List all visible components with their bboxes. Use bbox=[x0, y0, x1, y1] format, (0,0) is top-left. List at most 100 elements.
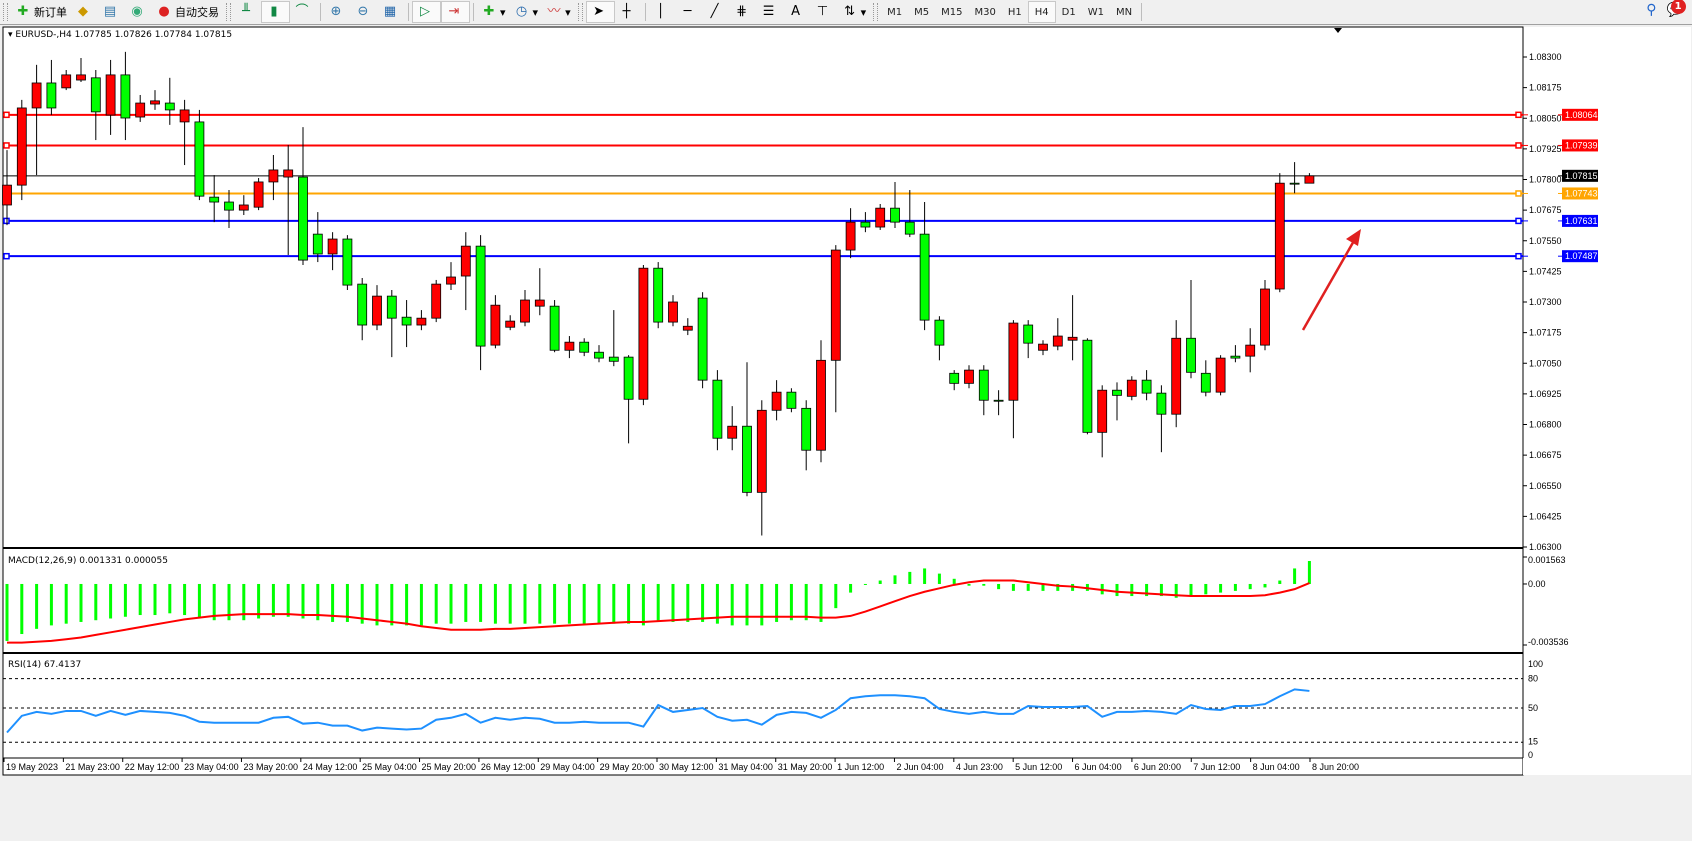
bar-chart-button[interactable]: ╨ bbox=[234, 1, 261, 23]
macd-histogram-bar bbox=[434, 583, 438, 624]
macd-histogram-bar bbox=[345, 583, 349, 622]
new-chart-button[interactable]: ✚ ▾ bbox=[477, 1, 510, 23]
timeframe-m30[interactable]: M30 bbox=[974, 6, 996, 18]
horizontal-level-line[interactable]: 1.07487 bbox=[3, 250, 1598, 263]
candle bbox=[327, 232, 338, 271]
timeframe-m5[interactable]: M5 bbox=[914, 6, 930, 18]
toolbar: ✚ 新订单 ◆ ▤ ◉ ● 自动交易 ╨ ▮ ⌒ ⊕ ⊖ ▦ ▷ ⇥ ✚ ▾ ◷ ▾ 〰… bbox=[0, 0, 1692, 25]
macd-histogram-bar bbox=[5, 583, 9, 641]
candle bbox=[830, 245, 841, 413]
macd-histogram-bar bbox=[242, 583, 246, 621]
candle bbox=[742, 362, 752, 497]
text-button[interactable]: A bbox=[784, 1, 811, 23]
auto-trading-button[interactable]: ● 自动交易 bbox=[152, 1, 223, 23]
fibonacci-retracement-icon: ☰ bbox=[762, 4, 775, 19]
time-axis-label: 8 Jun 20:00 bbox=[1312, 762, 1359, 772]
macd-histogram-bar bbox=[656, 583, 660, 622]
price-axis-label: 1.06800 bbox=[1529, 420, 1562, 430]
macd-histogram-bar bbox=[538, 583, 542, 624]
arrows-button[interactable]: ⇅ ▾ bbox=[838, 1, 871, 23]
horizontal-level-line[interactable]: 1.07631 bbox=[3, 214, 1598, 227]
line-chart-button[interactable]: ⌒ bbox=[290, 1, 317, 23]
macd-histogram-bar bbox=[760, 583, 764, 626]
auto-trading-icon: ● bbox=[158, 4, 170, 19]
macd-histogram-bar bbox=[745, 583, 749, 626]
horizontal-line-button[interactable]: ─ bbox=[676, 1, 703, 23]
periods-button[interactable]: ◷ ▾ bbox=[510, 1, 543, 23]
timeframe-mn[interactable]: MN bbox=[1115, 6, 1133, 18]
macd-histogram-bar bbox=[1278, 580, 1282, 584]
history-center-button[interactable]: ◆ bbox=[71, 1, 98, 23]
macd-histogram-bar bbox=[20, 583, 24, 635]
candle bbox=[949, 370, 960, 391]
macd-histogram-bar bbox=[375, 583, 379, 626]
text-label-button[interactable]: ⊤ bbox=[811, 1, 838, 23]
time-axis: 19 May 2023 21 May 23:00 22 May 12:00 23 Ma… bbox=[3, 758, 1359, 772]
candle bbox=[1215, 355, 1226, 396]
candle bbox=[875, 204, 886, 230]
indicators-button[interactable]: 〰 ▾ bbox=[547, 4, 571, 19]
autoscroll-button[interactable]: ▷ bbox=[412, 1, 441, 23]
trend-arrow[interactable] bbox=[1301, 229, 1361, 331]
candle bbox=[283, 144, 294, 255]
crosshair-button[interactable]: ┼ bbox=[615, 1, 642, 23]
chart-shift-marker[interactable] bbox=[1334, 28, 1342, 33]
trendline-button[interactable]: ╱ bbox=[703, 1, 730, 23]
horizontal-level-line[interactable]: 1.07939 bbox=[3, 139, 1598, 152]
candle bbox=[1186, 279, 1196, 379]
rsi-axis-label: 80 bbox=[1528, 674, 1538, 684]
candle bbox=[934, 316, 945, 361]
fibonacci-retracement-button[interactable]: ☰ bbox=[757, 1, 784, 23]
level-price-tag bbox=[1562, 214, 1598, 227]
chart-window[interactable]: 1.08300 1.08175 1.08050 1.07925 1.07800 1.076… bbox=[0, 26, 1692, 841]
clock-icon: ◷ bbox=[515, 4, 528, 19]
tile-windows-button[interactable]: ▦ bbox=[378, 1, 405, 23]
macd-histogram-bar bbox=[168, 583, 172, 614]
time-axis-label: 26 May 12:00 bbox=[481, 762, 536, 772]
zoom-out-button[interactable]: ⊖ bbox=[351, 1, 378, 23]
new-order-button[interactable]: ✚ 新订单 bbox=[11, 1, 71, 23]
timeframe-m1[interactable]: M1 bbox=[887, 6, 903, 18]
macd-axis-label: -0.003536 bbox=[1528, 637, 1569, 647]
time-axis-label: 30 May 12:00 bbox=[659, 762, 714, 772]
macd-histogram-bar bbox=[109, 583, 113, 619]
cursor-button[interactable]: ➤ bbox=[585, 1, 615, 23]
timeframe-d1[interactable]: D1 bbox=[1061, 6, 1076, 18]
rsi-axis-label: 100 bbox=[1528, 659, 1543, 669]
signals-button[interactable]: ◉ bbox=[125, 1, 152, 23]
macd-histogram-bar bbox=[1130, 583, 1134, 597]
rsi-line bbox=[6, 688, 1310, 734]
zoom-in-button[interactable]: ⊕ bbox=[324, 1, 351, 23]
zoom-in-icon: ⊕ bbox=[330, 4, 342, 19]
candlestick-button[interactable]: ▮ bbox=[261, 1, 290, 23]
macd-histogram-bar bbox=[153, 583, 157, 616]
macd-histogram-bar bbox=[627, 583, 631, 624]
timeframe-m15[interactable]: M15 bbox=[941, 6, 963, 18]
time-axis-label: 8 Jun 04:00 bbox=[1253, 762, 1300, 772]
macd-histogram-bar bbox=[523, 583, 527, 624]
macd-histogram-bar bbox=[730, 583, 734, 626]
candle bbox=[505, 315, 516, 331]
text-icon: A bbox=[791, 4, 801, 19]
price-axis-label: 1.08300 bbox=[1529, 52, 1562, 62]
timeframe-h1[interactable]: H1 bbox=[1007, 6, 1022, 18]
macd-histogram-bar bbox=[35, 583, 39, 629]
rsi-axis-label: 0 bbox=[1528, 750, 1533, 760]
horizontal-level-line[interactable]: 1.08064 bbox=[3, 108, 1598, 121]
chart-area[interactable] bbox=[2, 26, 1524, 776]
macd-histogram-bar bbox=[952, 578, 956, 584]
search-icon[interactable]: ⚲ bbox=[1646, 2, 1657, 18]
time-axis-label: 4 Jun 23:00 bbox=[956, 762, 1003, 772]
candle bbox=[1171, 320, 1182, 428]
timeframe-h4[interactable]: H4 bbox=[1027, 1, 1056, 23]
chart-shift-button[interactable]: ⇥ bbox=[441, 1, 470, 23]
fibonacci-expansion-button[interactable]: ⋕ bbox=[730, 1, 757, 23]
toolbar-grip[interactable] bbox=[3, 3, 8, 21]
vertical-line-button[interactable]: │ bbox=[649, 1, 676, 23]
timeframe-w1[interactable]: W1 bbox=[1087, 6, 1104, 18]
candle bbox=[623, 355, 634, 444]
rsi-axis-label: 50 bbox=[1528, 703, 1538, 713]
market-watch-button[interactable]: ▤ bbox=[98, 1, 125, 23]
chat-button[interactable]: 💬1 bbox=[1667, 0, 1686, 18]
macd-axis-label: 0.00 bbox=[1528, 579, 1546, 589]
